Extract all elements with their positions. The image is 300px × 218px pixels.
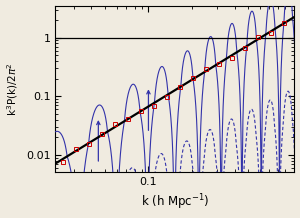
X-axis label: k (h Mpc$^{-1}$): k (h Mpc$^{-1}$) [141, 193, 209, 213]
Y-axis label: k$^3$P(k)/2$\pi^2$: k$^3$P(k)/2$\pi^2$ [6, 62, 20, 116]
